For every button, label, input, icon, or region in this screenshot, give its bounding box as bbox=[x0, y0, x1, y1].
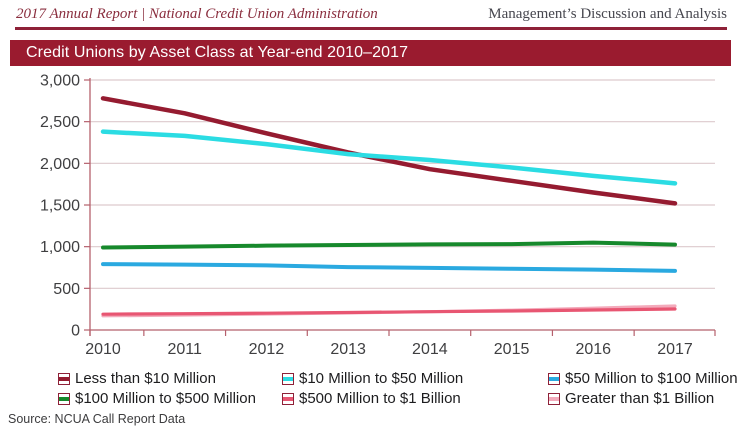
x-tick-label: 2015 bbox=[494, 341, 530, 358]
legend-item-3: $100 Million to $500 Million bbox=[58, 389, 282, 408]
series-line-2 bbox=[101, 262, 677, 273]
x-tick-label: 2017 bbox=[657, 341, 693, 358]
x-tick-label: 2013 bbox=[330, 341, 366, 358]
legend-label: $10 Million to $50 Million bbox=[299, 370, 464, 387]
series-line-0 bbox=[100, 96, 678, 206]
chart-legend: Less than $10 Million $10 Million to $50 … bbox=[58, 369, 738, 408]
legend-item-1: $10 Million to $50 Million bbox=[282, 369, 548, 388]
y-tick-label: 500 bbox=[53, 281, 80, 298]
x-tick-label: 2011 bbox=[168, 341, 203, 358]
legend-label: $500 Million to $1 Billion bbox=[299, 390, 461, 407]
legend-line-marker-icon bbox=[282, 392, 294, 405]
legend-line-marker-icon bbox=[282, 372, 294, 385]
y-tick-label: 1,000 bbox=[40, 239, 80, 256]
legend-line-marker-icon bbox=[58, 372, 70, 385]
series-line-3 bbox=[101, 240, 677, 250]
asset-class-chart: 0 500 1,000 1,500 2,000 2,500 3,000 2010 2011 201… bbox=[0, 66, 741, 366]
x-tick-label: 2014 bbox=[412, 341, 448, 358]
header-rule bbox=[15, 27, 727, 30]
asset-class-chart-svg: 0 500 1,000 1,500 2,000 2,500 3,000 2010 2011 201… bbox=[40, 73, 716, 358]
chart-title: Credit Unions by Asset Class at Year-end… bbox=[26, 44, 409, 61]
legend-item-5: Greater than $1 Billion bbox=[548, 389, 738, 408]
page-header: 2017 Annual Report | National Credit Uni… bbox=[16, 6, 727, 23]
legend-item-2: $50 Million to $100 Million bbox=[548, 369, 738, 388]
legend-label: $50 Million to $100 Million bbox=[565, 370, 738, 387]
y-tick-label: 2,000 bbox=[40, 156, 80, 173]
y-tick-label: 2,500 bbox=[40, 114, 80, 131]
y-tick-label: 0 bbox=[71, 323, 80, 340]
chart-title-banner: Credit Unions by Asset Class at Year-end… bbox=[10, 40, 731, 66]
section-title: Management’s Discussion and Analysis bbox=[488, 6, 727, 22]
source-note: Source: NCUA Call Report Data bbox=[8, 412, 186, 426]
legend-line-marker-icon bbox=[58, 392, 70, 405]
y-tick-label: 1,500 bbox=[40, 198, 80, 215]
legend-label: Less than $10 Million bbox=[75, 370, 216, 387]
x-tick-label: 2012 bbox=[249, 341, 285, 358]
y-tick-label: 3,000 bbox=[40, 73, 80, 90]
legend-line-marker-icon bbox=[548, 392, 560, 405]
x-tick-label: 2010 bbox=[85, 341, 121, 358]
legend-line-marker-icon bbox=[548, 372, 560, 385]
report-title: 2017 Annual Report | National Credit Uni… bbox=[16, 6, 378, 22]
series-line-1 bbox=[100, 129, 678, 186]
legend-label: $100 Million to $500 Million bbox=[75, 390, 256, 407]
series-line-4 bbox=[101, 307, 677, 316]
legend-label: Greater than $1 Billion bbox=[565, 390, 715, 407]
legend-item-0: Less than $10 Million bbox=[58, 369, 282, 388]
x-tick-label: 2016 bbox=[575, 341, 611, 358]
legend-item-4: $500 Million to $1 Billion bbox=[282, 389, 548, 408]
